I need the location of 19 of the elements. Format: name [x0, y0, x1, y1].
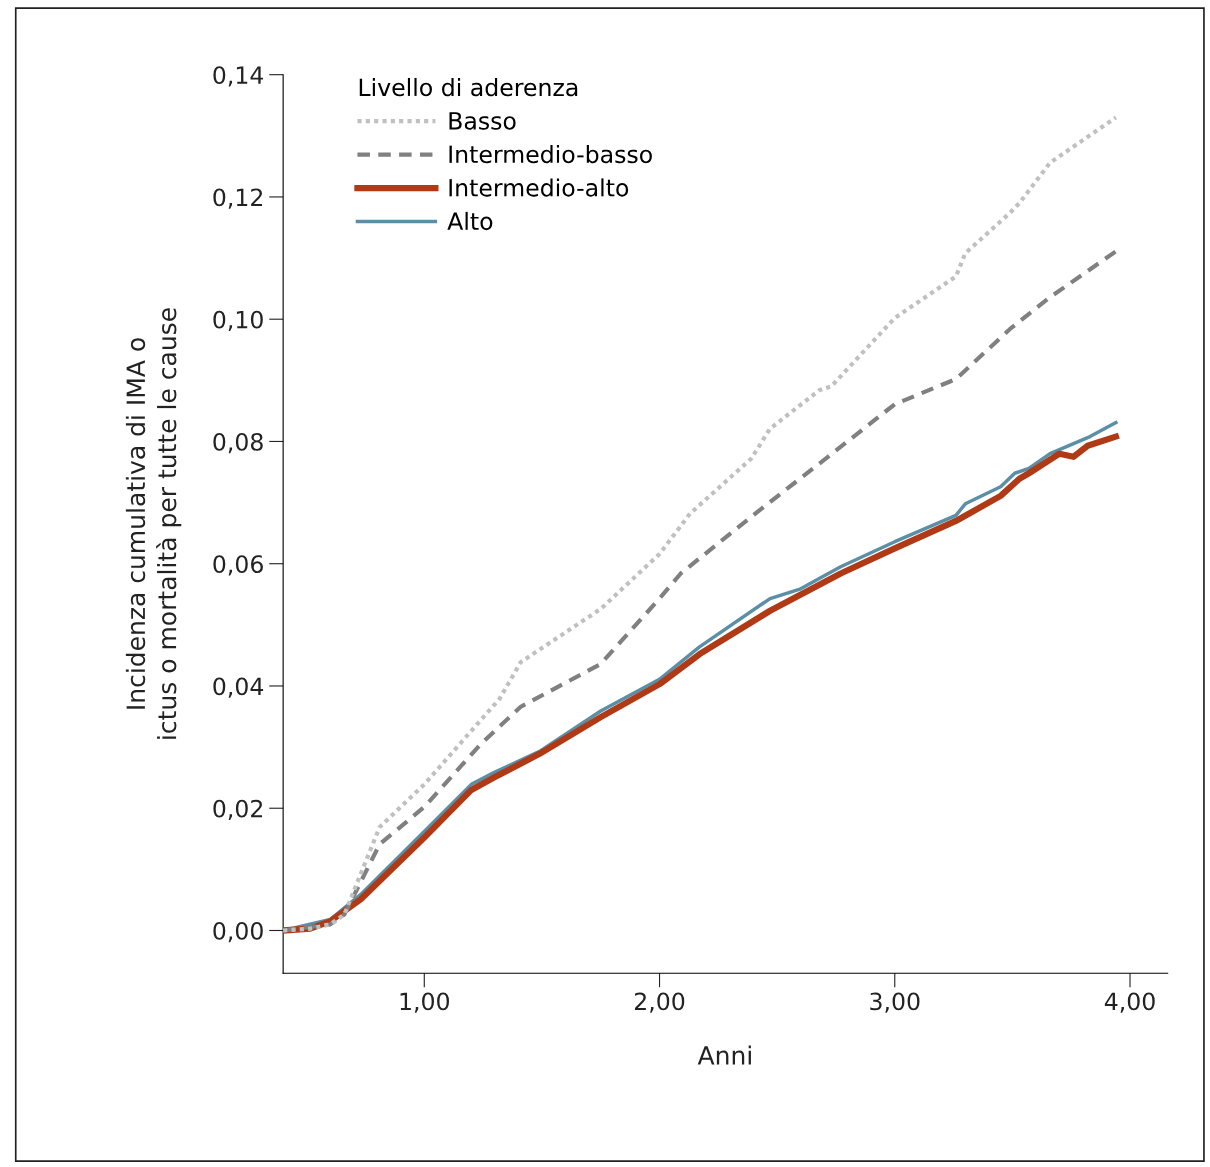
x-tick-label: 2,00	[634, 992, 685, 1013]
x-tick-label: 4,00	[1104, 992, 1155, 1013]
y-axis-title: Incidenza cumulativa di IMA o ictus o mortalità per tutte le cause	[125, 308, 182, 739]
x-axis-title: Anni	[697, 1045, 751, 1065]
y-tick-label: 0,04	[213, 677, 264, 698]
y-tick-label: 0,08	[213, 432, 263, 454]
y-tick-label: 0,06	[213, 555, 263, 576]
y-tick-label: 0,02	[213, 799, 263, 820]
x-tick-label: 1,00	[400, 992, 449, 1013]
legend-title: Livello di aderenza	[359, 77, 578, 97]
y-tick-label: 0,14	[213, 66, 264, 87]
legend-label: Alto	[447, 211, 493, 231]
x-tick-label: 3,00	[870, 992, 920, 1013]
y-tick-label: 0,10	[213, 310, 263, 331]
y-tick-label: 0,12	[213, 188, 263, 209]
legend-label: Basso	[449, 112, 516, 130]
legend-label: Intermedio-basso	[449, 144, 652, 164]
y-tick-label: 0,00	[213, 921, 263, 943]
legend-label: Intermedio-alto	[449, 178, 629, 197]
